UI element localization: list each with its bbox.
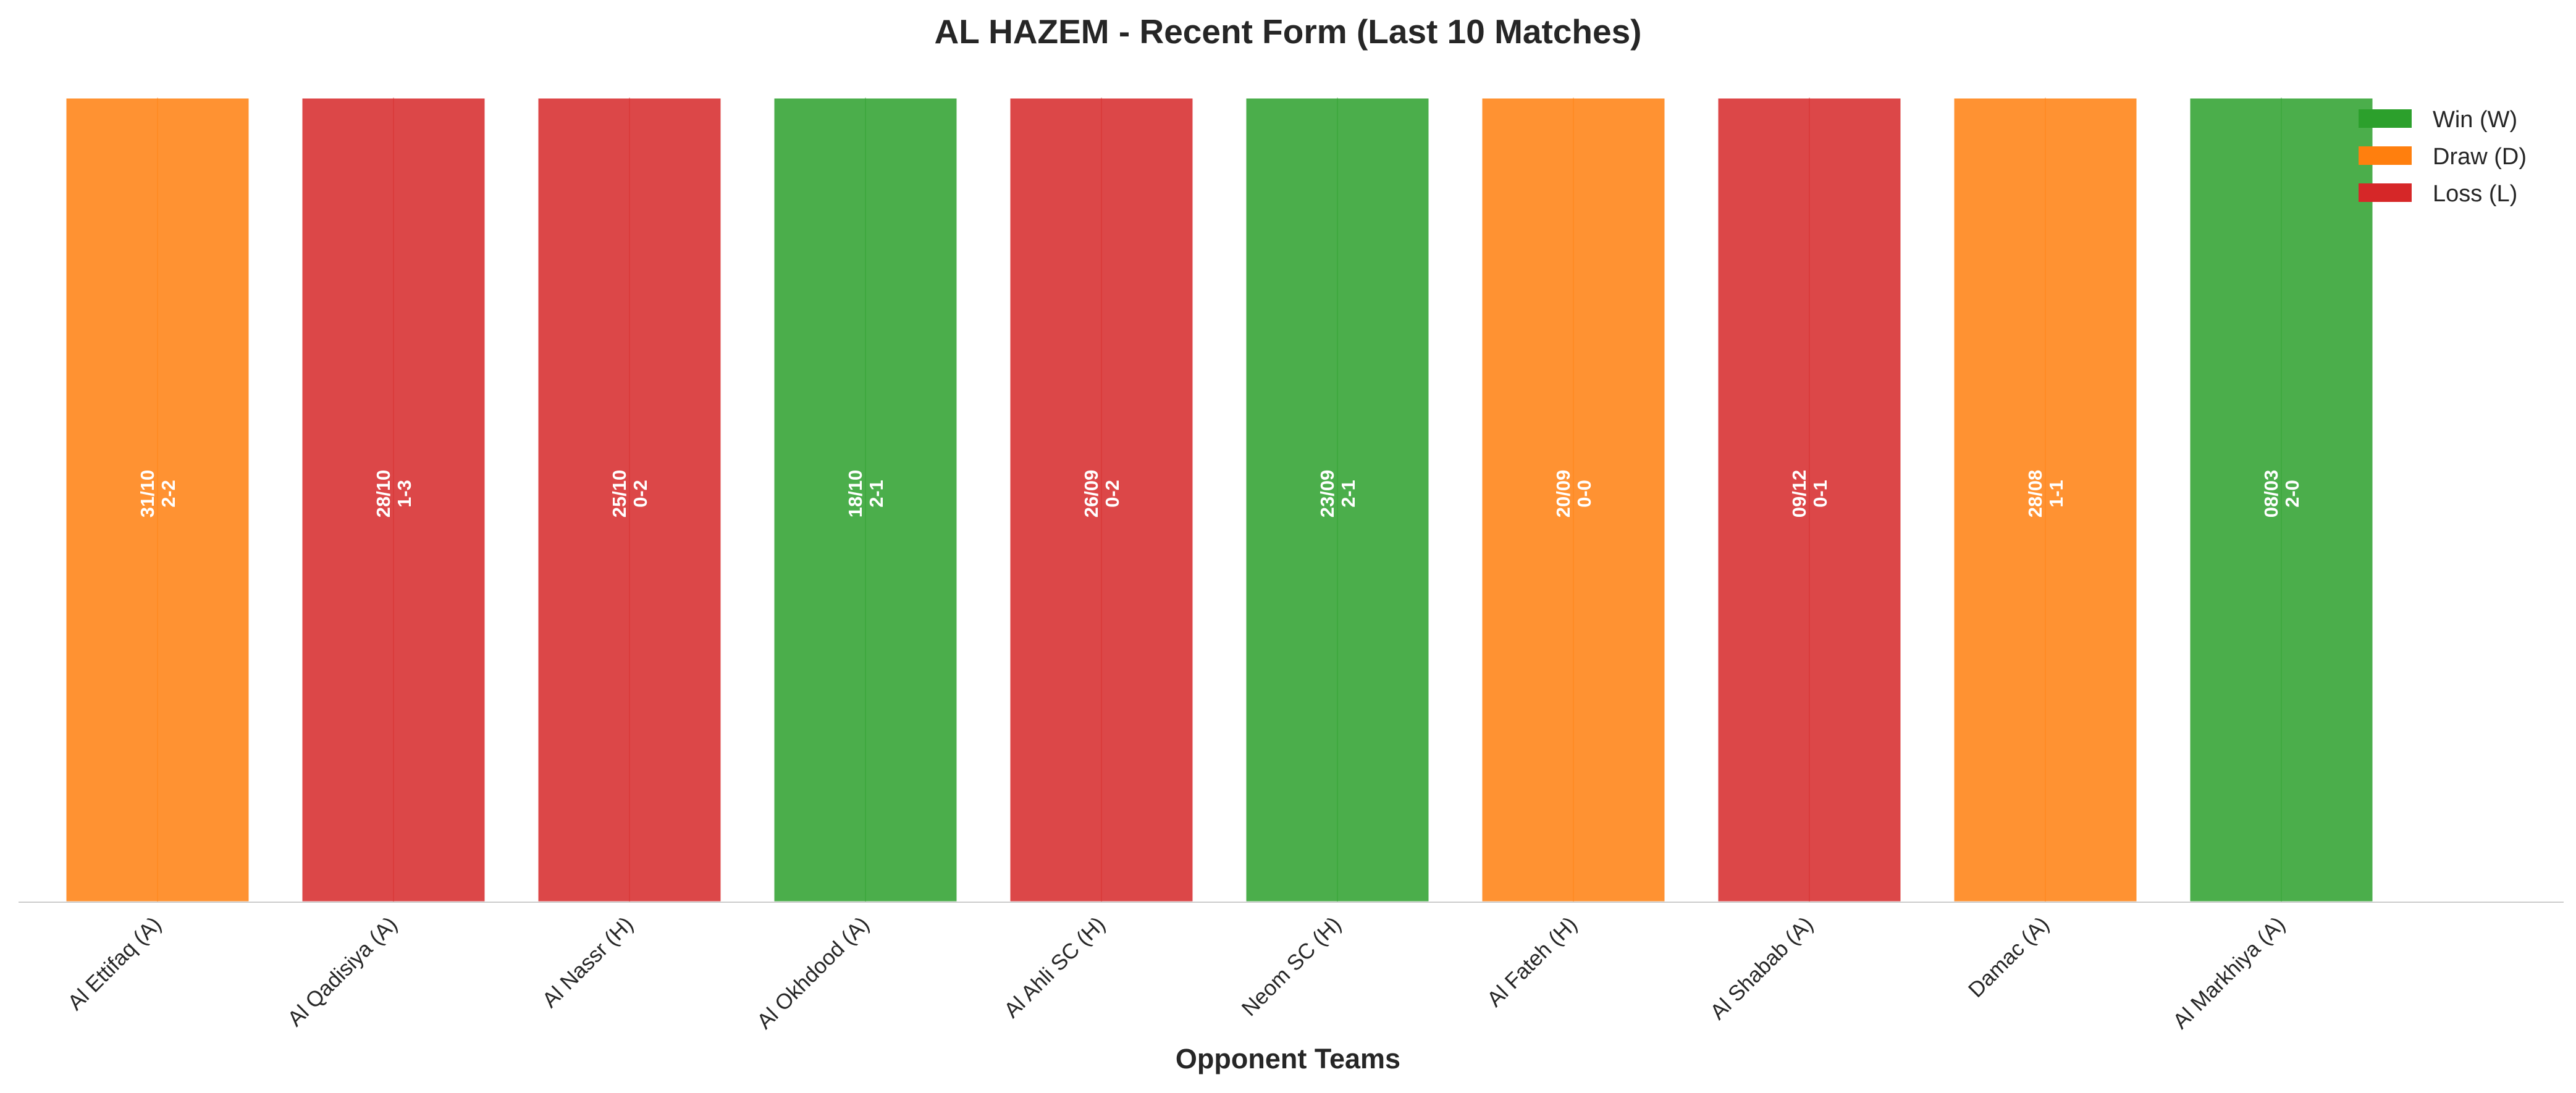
bar-date-label: 26/09 [1080, 470, 1102, 518]
x-tick-labels: Al Ettifaq (A) Al Qadisiya (A) Al Nassr (H… [63, 912, 2289, 1034]
bar-label: 28/10 1-3 [373, 470, 415, 518]
bar-date-label: 28/08 [2024, 470, 2046, 518]
bar-date-label: 09/12 [1788, 470, 1810, 518]
bar-date-label: 25/10 [608, 470, 630, 518]
legend-swatch-w [2359, 109, 2412, 128]
x-tick-label: Al Nassr (H) [537, 912, 638, 1012]
chart-title: AL HAZEM - Recent Form (Last 10 Matches) [934, 12, 1641, 51]
x-tick-label: Al Ettifaq (A) [63, 912, 166, 1015]
x-tick-label: Damac (A) [1964, 912, 2054, 1002]
bar-score-label: 2-0 [2281, 480, 2303, 508]
bar-l [536, 96, 723, 903]
bar-date-label: 18/10 [844, 470, 866, 518]
bar-label: 31/10 2-2 [137, 470, 179, 518]
legend-label: Draw (D) [2433, 144, 2527, 170]
bar-label: 25/10 0-2 [608, 470, 651, 518]
x-tick-label: Al Ahli SC (H) [1000, 912, 1110, 1023]
bar-score-label: 2-1 [1337, 480, 1359, 508]
bar-score-label: 0-2 [1101, 480, 1123, 508]
bar-d [64, 96, 251, 903]
bar-d [1480, 96, 1667, 903]
bar-label: 18/10 2-1 [844, 470, 887, 518]
bar-score-label: 2-2 [158, 480, 179, 508]
bar-label: 08/03 2-0 [2260, 470, 2303, 518]
bar-label: 20/09 0-0 [1552, 470, 1595, 518]
bar-score-label: 0-1 [1809, 480, 1831, 508]
x-tick-label: Neom SC (H) [1237, 912, 1346, 1021]
bar-label: 23/09 2-1 [1316, 470, 1359, 518]
bar-date-label: 23/09 [1316, 470, 1338, 518]
bars-layer: 31/10 2-2 28/10 1-3 25/10 0-2 18/10 2-1 26/09 0-2… [64, 96, 2375, 903]
bar-label: 26/09 0-2 [1080, 470, 1123, 518]
bar-score-label: 2-1 [865, 480, 887, 508]
bar-date-label: 20/09 [1552, 470, 1574, 518]
bar-l [300, 96, 487, 903]
bar-label: 28/08 1-1 [2024, 470, 2067, 518]
bar-l [1008, 96, 1195, 903]
bar-score-label: 1-1 [2045, 480, 2067, 508]
bar-w [772, 96, 959, 903]
bar-date-label: 31/10 [137, 470, 158, 518]
bar-w [1244, 96, 1431, 903]
bar-score-label: 0-2 [629, 480, 651, 508]
bar-score-label: 0-0 [1573, 480, 1595, 508]
legend-label: Loss (L) [2433, 181, 2517, 207]
legend-label: Win (W) [2433, 107, 2517, 133]
x-tick-label: Al Qadisiya (A) [283, 912, 402, 1031]
bar-date-label: 28/10 [373, 470, 394, 518]
x-axis-label: Opponent Teams [1176, 1043, 1400, 1074]
bar-label: 09/12 0-1 [1788, 470, 1831, 518]
x-tick-label: Al Okhdood (A) [752, 912, 874, 1034]
x-tick-label: Al Markhiya (A) [2168, 912, 2290, 1034]
x-tick-label: Al Fateh (H) [1483, 912, 1582, 1011]
legend-swatch-d [2359, 146, 2412, 165]
bar-w [2188, 96, 2375, 903]
bar-score-label: 1-3 [394, 480, 415, 508]
legend-swatch-l [2359, 183, 2412, 202]
x-tick-label: Al Shabab (A) [1706, 912, 1818, 1024]
bar-date-label: 08/03 [2260, 470, 2282, 518]
legend: Win (W) Draw (D) Loss (L) [2359, 107, 2527, 207]
